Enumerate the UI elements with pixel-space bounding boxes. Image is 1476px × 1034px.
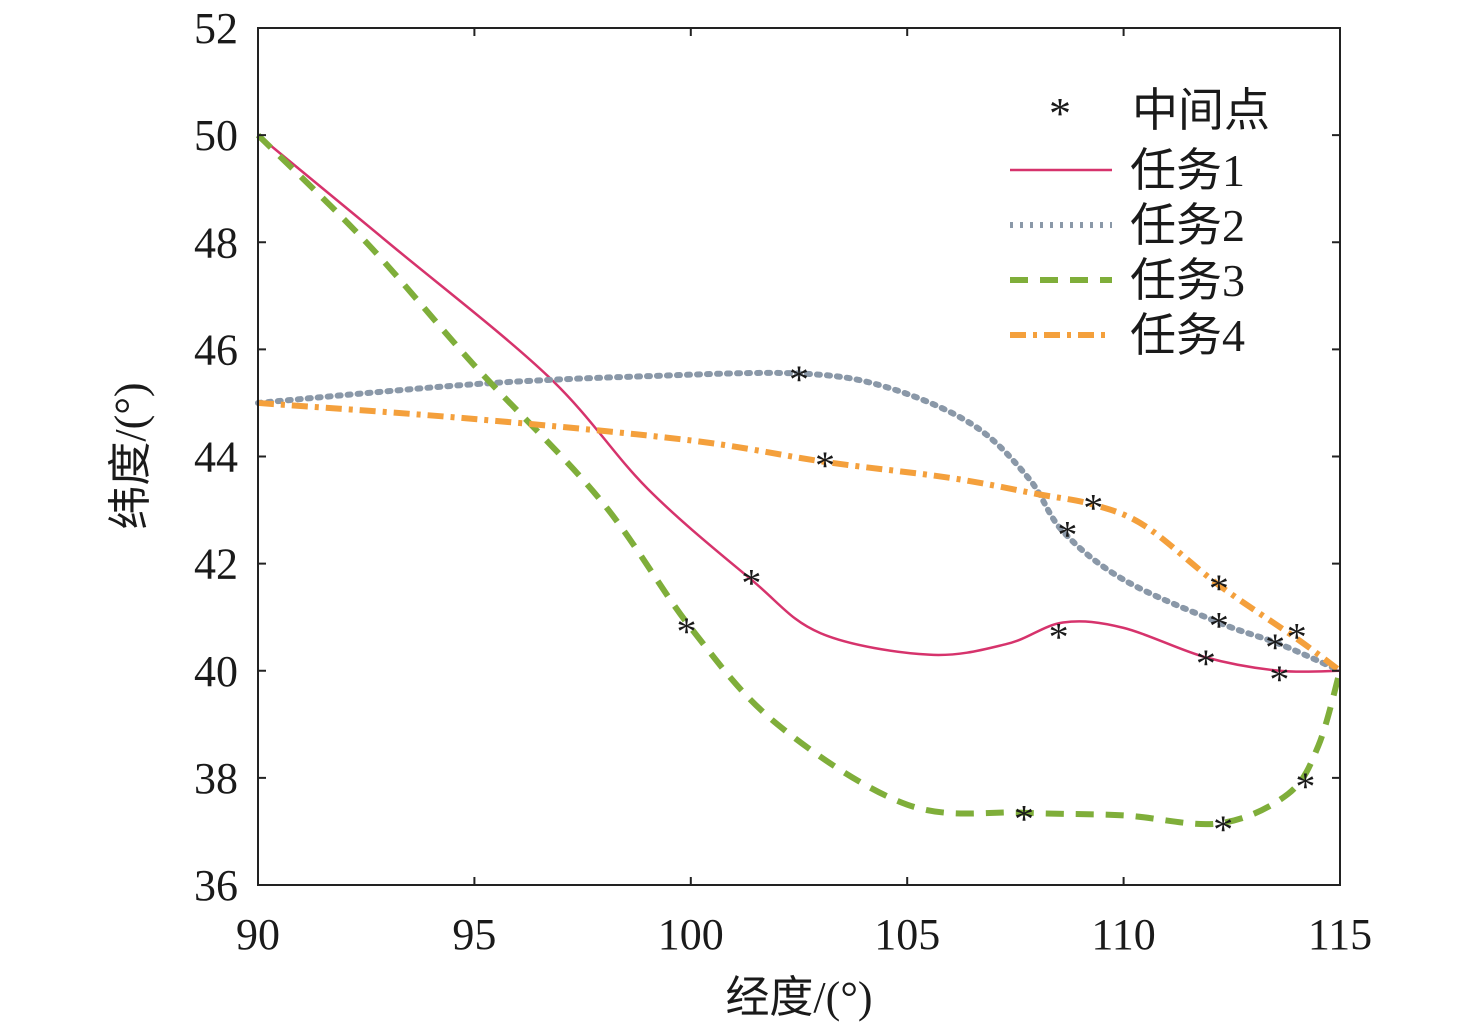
y-axis-label: 纬度/(°) xyxy=(106,382,155,529)
y-tick-label: 52 xyxy=(194,4,238,53)
legend-label-task-2: 任务2 xyxy=(1130,200,1245,251)
series-line-task-1 xyxy=(257,134,1341,673)
waypoint-marker-task-1: * xyxy=(1269,657,1289,702)
waypoint-marker-task-3: * xyxy=(1295,764,1315,809)
waypoint-marker-task-4: * xyxy=(1083,486,1103,531)
y-tick-label: 38 xyxy=(194,754,238,803)
waypoint-markers: *** **** *** ****** xyxy=(676,357,1315,852)
waypoint-marker-task-4: * xyxy=(1209,566,1229,611)
legend-label-task-1: 任务1 xyxy=(1130,145,1245,196)
waypoint-marker-task-2: * xyxy=(1209,604,1229,649)
waypoint-marker-task-3: * xyxy=(1213,807,1233,852)
legend-label-task-4: 任务4 xyxy=(1130,310,1245,361)
series-line-task-3 xyxy=(255,132,1343,828)
x-tick-label: 90 xyxy=(236,910,280,959)
waypoint-marker-task-4: * xyxy=(815,443,835,488)
x-tick-label: 105 xyxy=(874,910,940,959)
waypoint-marker-task-2: * xyxy=(1057,512,1077,557)
x-tick-label: 115 xyxy=(1308,910,1372,959)
axis-ticks: 90 95 100 105 110 115 36 38 40 42 44 46 48 50 52 xyxy=(194,4,1372,959)
series-layer xyxy=(255,132,1343,828)
x-tick-label: 110 xyxy=(1091,910,1155,959)
x-axis-label: 经度/(°) xyxy=(725,973,872,1022)
series-line-task-2 xyxy=(255,369,1343,674)
y-tick-label: 44 xyxy=(194,433,238,482)
waypoint-marker-task-1: * xyxy=(1049,614,1069,659)
waypoint-marker-task-4: * xyxy=(1287,614,1307,659)
legend-marker-symbol: * xyxy=(1049,89,1071,138)
series-line-task-4 xyxy=(257,399,1342,674)
y-tick-label: 40 xyxy=(194,647,238,696)
y-tick-label: 48 xyxy=(194,218,238,267)
y-tick-label: 50 xyxy=(194,111,238,160)
waypoint-marker-task-3: * xyxy=(1014,796,1034,841)
y-tick-label: 46 xyxy=(194,325,238,374)
waypoint-marker-task-2: * xyxy=(1265,625,1285,670)
legend-marker-label: 中间点 xyxy=(1132,85,1270,136)
waypoint-marker-task-2: * xyxy=(789,357,809,402)
waypoint-marker-task-1: * xyxy=(741,561,761,606)
x-tick-label: 95 xyxy=(452,910,496,959)
y-tick-label: 36 xyxy=(194,861,238,910)
y-tick-label: 42 xyxy=(194,540,238,589)
x-tick-label: 100 xyxy=(658,910,724,959)
waypoint-marker-task-1: * xyxy=(1196,641,1216,686)
waypoint-marker-task-3: * xyxy=(676,609,696,654)
legend-label-task-3: 任务3 xyxy=(1130,255,1245,306)
